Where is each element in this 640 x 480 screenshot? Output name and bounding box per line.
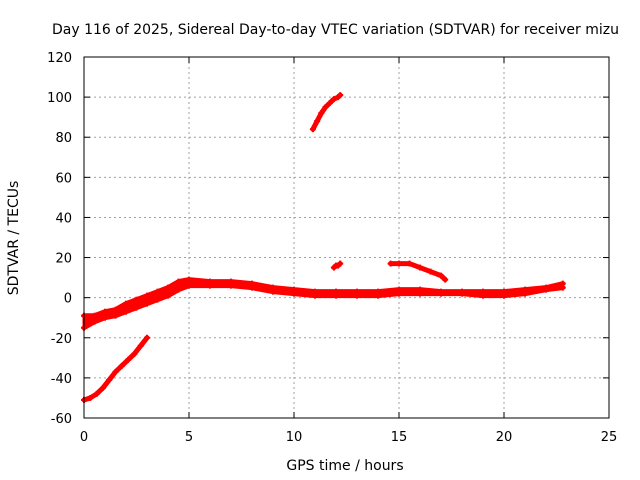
data-point (337, 92, 344, 99)
data-point (406, 260, 413, 267)
data-point (417, 264, 423, 271)
data-point (106, 376, 113, 383)
chart-title: Day 116 of 2025, Sidereal Day-to-day VTE… (52, 22, 619, 38)
y-tick-label: 80 (55, 131, 72, 146)
data-point (312, 292, 318, 299)
y-tick-label: 100 (47, 91, 72, 106)
data-point (131, 350, 138, 357)
data-point (438, 290, 444, 297)
y-tick-label: -20 (51, 332, 72, 347)
y-tick-label: 40 (55, 211, 72, 226)
x-tick-label: 25 (601, 430, 618, 445)
data-layer (81, 92, 566, 403)
y-tick-label: -40 (51, 372, 72, 387)
y-tick-label: 120 (47, 51, 72, 66)
data-point (354, 292, 360, 299)
data-point (137, 342, 144, 349)
data-point (270, 288, 276, 295)
y-tick-label: 0 (64, 292, 72, 307)
data-point (144, 300, 150, 307)
data-point (326, 100, 333, 107)
data-point (91, 312, 98, 319)
data-point (333, 292, 339, 299)
data-point (133, 304, 140, 311)
y-tick-label: 20 (55, 252, 72, 267)
data-point (291, 290, 297, 297)
x-tick-label: 10 (286, 430, 303, 445)
data-point (186, 276, 192, 283)
data-point (559, 284, 566, 291)
data-point (522, 290, 528, 297)
data-point (543, 286, 549, 293)
data-point (322, 104, 329, 111)
main-band-ribbon (82, 278, 565, 331)
data-point (123, 308, 129, 315)
series-trace (81, 335, 150, 403)
data-point (144, 334, 150, 341)
data-point (87, 394, 94, 401)
x-tick-label: 0 (80, 430, 88, 445)
data-point (375, 292, 381, 299)
data-point (165, 284, 171, 291)
data-point (112, 306, 119, 313)
data-point (112, 312, 119, 319)
x-tick-label: 5 (185, 430, 193, 445)
data-point (165, 292, 171, 299)
series-mid-arc (387, 260, 449, 283)
data-point (427, 268, 434, 275)
data-point (337, 260, 344, 267)
data-point (330, 96, 337, 103)
data-point (133, 296, 140, 303)
data-point (207, 282, 213, 289)
data-point (442, 276, 449, 283)
series-main-band-lower (81, 282, 566, 331)
data-point (175, 286, 182, 293)
data-point (118, 362, 125, 369)
x-axis-label: GPS time / hours (286, 458, 403, 474)
x-tick-label: 15 (391, 430, 408, 445)
tick-layer: 0 5 10 15 20 25 -60 -40 -20 0 20 40 60 80 100 120 (47, 51, 617, 445)
data-point (396, 290, 402, 297)
data-point (144, 292, 150, 299)
y-tick-label: 60 (55, 171, 72, 186)
data-point (99, 384, 106, 391)
data-point (249, 284, 255, 291)
data-point (102, 314, 108, 321)
data-point (228, 282, 234, 289)
data-point (501, 292, 507, 299)
data-point (123, 300, 129, 307)
grid-layer (84, 57, 609, 418)
plot-frame (83, 56, 610, 419)
data-point (318, 110, 325, 117)
data-point (314, 118, 321, 125)
data-point (93, 390, 100, 397)
series-high-arc (309, 92, 344, 133)
data-point (125, 356, 132, 363)
data-point (91, 318, 98, 325)
data-point (102, 308, 108, 315)
y-axis-label: SDTVAR / TECUs (6, 181, 22, 296)
data-point (387, 260, 394, 267)
data-point (154, 288, 161, 295)
data-point (309, 126, 316, 133)
x-tick-label: 20 (496, 430, 513, 445)
data-point (459, 290, 465, 297)
series-negative-arc (81, 334, 150, 403)
data-point (112, 368, 119, 375)
data-point (396, 260, 402, 267)
data-point (154, 296, 161, 303)
y-tick-label: -60 (51, 412, 72, 427)
data-point (186, 282, 192, 289)
data-point (480, 292, 486, 299)
data-point (175, 278, 182, 285)
series-short-arc (330, 260, 344, 271)
data-point (438, 272, 444, 279)
data-point (417, 290, 423, 297)
